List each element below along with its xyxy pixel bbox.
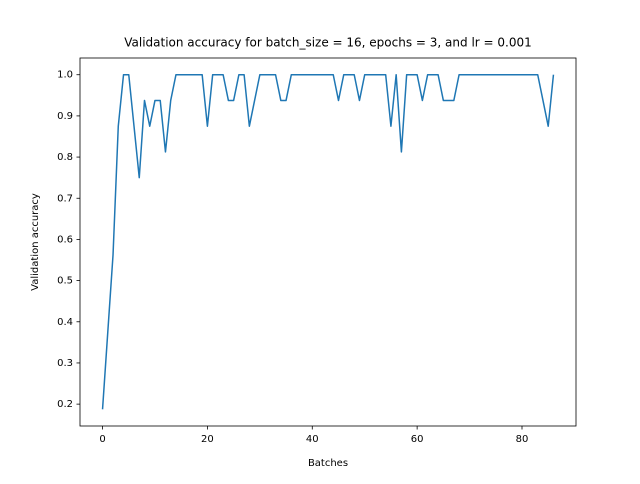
y-tick-label: 0.4 xyxy=(57,317,73,328)
y-tick-label: 0.8 xyxy=(57,152,73,163)
y-tick-label: 0.2 xyxy=(57,399,73,410)
x-tick-label: 80 xyxy=(516,434,529,445)
x-tick-label: 0 xyxy=(99,434,105,445)
y-tick-label: 1.0 xyxy=(57,70,73,81)
y-tick-label: 0.6 xyxy=(57,234,73,245)
chart-title: Validation accuracy for batch_size = 16,… xyxy=(124,36,532,50)
y-axis-label: Validation accuracy xyxy=(30,193,41,291)
line-series xyxy=(101,73,555,410)
x-tick-label: 40 xyxy=(306,434,319,445)
y-tick-label: 0.3 xyxy=(57,358,73,369)
plot-frame xyxy=(79,57,577,427)
x-tick-label: 60 xyxy=(411,434,424,445)
y-tick-label: 0.9 xyxy=(57,111,73,122)
x-tick-label: 20 xyxy=(201,434,214,445)
y-tick-label: 0.5 xyxy=(57,276,73,287)
x-axis-label: Batches xyxy=(308,458,348,469)
y-tick-label: 0.7 xyxy=(57,193,73,204)
